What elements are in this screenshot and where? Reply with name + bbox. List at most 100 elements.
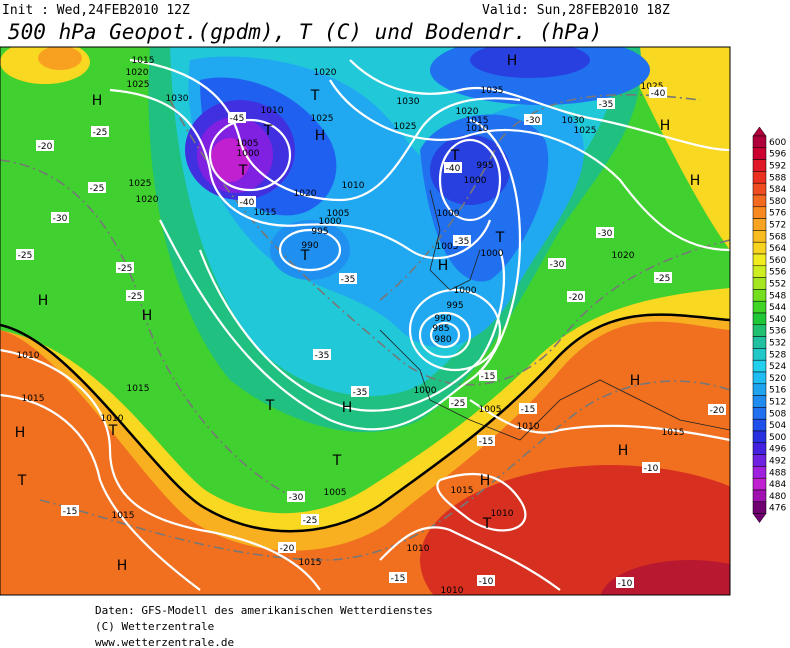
color-bar-box: [752, 230, 767, 243]
temperature-label-box: [88, 182, 106, 193]
temperature-label: -10: [479, 577, 494, 587]
map-title: 500 hPa Geopot.(gpdm), T (C) und Bodendr…: [8, 20, 602, 44]
color-bar-label: 568: [769, 232, 786, 242]
temperature-label: -25: [93, 128, 108, 138]
color-bar-label: 564: [769, 244, 786, 254]
color-bar-label: 540: [769, 315, 786, 325]
temperature-label-box: [642, 462, 660, 473]
pressure-center: H: [38, 293, 49, 309]
temperature-label: -10: [618, 579, 633, 589]
temperature-label: -15: [63, 507, 78, 517]
temperature-label-box: [649, 87, 667, 98]
color-bar-box: [752, 383, 767, 396]
isobar-label: 1010: [441, 586, 464, 596]
pressure-center: H: [142, 308, 153, 324]
color-bar-box: [752, 135, 767, 149]
color-bar-box: [752, 147, 767, 160]
color-bar-label: 596: [769, 150, 786, 160]
isobar-label: 1010: [517, 422, 540, 432]
color-bar-box: [752, 371, 767, 385]
color-bar: 6005965925885845805765725685645605565525…: [752, 126, 786, 524]
temperature-label-box: [51, 212, 69, 223]
temperature-label: -25: [303, 516, 318, 526]
temperature-label-box: [453, 235, 471, 246]
pressure-center: H: [92, 93, 103, 109]
color-bar-label: 560: [769, 256, 786, 266]
pressure-center: T: [310, 88, 320, 104]
isobar-label: 1015: [22, 394, 45, 404]
color-bar-box: [752, 218, 767, 231]
color-bar-box: [752, 359, 767, 373]
color-bar-box: [752, 206, 767, 219]
temperature-label-box: [36, 140, 54, 151]
isobar-label: 990: [434, 314, 451, 324]
init-time: Init : Wed,24FEB2010 12Z: [2, 3, 190, 18]
temperature-label-box: [524, 114, 542, 125]
temperature-label-box: [301, 514, 319, 525]
color-bar-box: [752, 466, 767, 479]
temperature-label-box: [477, 575, 495, 586]
pressure-center: T: [332, 453, 342, 469]
temperature-label: -15: [481, 372, 496, 382]
temperature-label: -30: [526, 116, 541, 126]
temperature-label: -40: [446, 164, 461, 174]
pressure-center: T: [265, 398, 275, 414]
color-bar-label: 504: [769, 421, 786, 431]
footer-line: www.wetterzentrale.de: [95, 636, 234, 648]
pressure-center: T: [450, 148, 460, 164]
isobar-label: 1030: [397, 97, 420, 107]
color-bar-label: 516: [769, 386, 786, 396]
color-bar-label: 492: [769, 457, 786, 467]
color-bar-label: 488: [769, 468, 786, 478]
isobar-label: 1015: [132, 56, 155, 66]
color-bar-box: [752, 312, 767, 326]
color-bar-box: [752, 442, 767, 455]
isobar-label: 1020: [612, 251, 635, 261]
temperature-label-box: [126, 290, 144, 301]
color-bar-label: 552: [769, 280, 786, 290]
isobar-label: 1015: [466, 116, 489, 126]
pressure-center: T: [300, 248, 310, 264]
isobar-label: 1000: [454, 286, 477, 296]
color-bar-box: [752, 418, 767, 432]
isobar-label: 1000: [437, 209, 460, 219]
pressure-center: H: [342, 400, 353, 416]
pressure-center: H: [618, 443, 629, 459]
color-bar-label: 528: [769, 350, 786, 360]
temperature-label-box: [339, 273, 357, 284]
temperature-label-box: [91, 126, 109, 137]
color-bar-label: 512: [769, 398, 786, 408]
isobar-label: 1020: [126, 68, 149, 78]
temperature-label-box: [287, 491, 305, 502]
pressure-center: H: [315, 128, 326, 144]
pressure-center: T: [263, 123, 273, 139]
isobar-label: 1020: [456, 107, 479, 117]
isobar-label: 1010: [407, 544, 430, 554]
temperature-label: -25: [656, 274, 671, 284]
pressure-center: T: [108, 423, 118, 439]
color-bar-label: 600: [769, 138, 786, 148]
isobar-label: 1000: [481, 249, 504, 259]
color-bar-label: 548: [769, 291, 786, 301]
color-bar-label: 592: [769, 162, 786, 172]
isobar-label: 1010: [17, 351, 40, 361]
isobar-label: 1015: [112, 511, 135, 521]
temperature-label: -20: [710, 406, 725, 416]
isobar-label: 1010: [101, 414, 124, 424]
isobar-label: 1000: [464, 176, 487, 186]
color-bar-box: [752, 182, 767, 196]
temperature-label-box: [567, 291, 585, 302]
isobar-label: 1025: [394, 122, 417, 132]
temperature-label-box: [444, 162, 462, 173]
isobar-label: 1015: [127, 384, 150, 394]
pressure-center: H: [690, 173, 701, 189]
color-bar-box: [752, 265, 767, 278]
temperature-label-box: [548, 258, 566, 269]
color-bar-box: [752, 348, 767, 361]
temperature-label: -25: [18, 251, 33, 261]
temperature-label: -35: [341, 275, 356, 285]
temperature-label: -15: [521, 405, 536, 415]
